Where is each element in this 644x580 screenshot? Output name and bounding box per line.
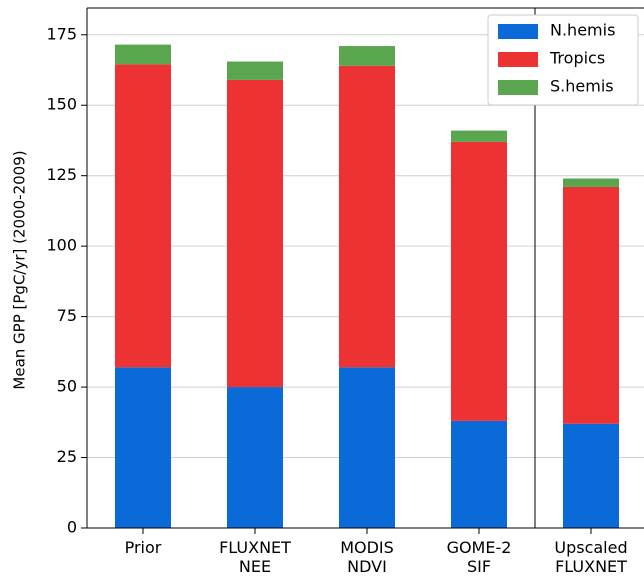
bar-segment: [339, 46, 395, 66]
bar-segment: [227, 79, 283, 388]
legend-swatch: [498, 80, 538, 95]
bar-segment: [451, 130, 507, 142]
legend-label: Tropics: [549, 49, 605, 68]
y-tick-label: 125: [46, 165, 77, 184]
y-tick-label: 25: [57, 447, 77, 466]
y-tick-label: 50: [57, 377, 77, 396]
bar-segment: [227, 61, 283, 80]
x-tick-label: Upscaled FLUXNET: [554, 538, 628, 576]
y-tick-label: 0: [67, 518, 77, 537]
y-tick-label: 150: [46, 95, 77, 114]
x-tick-label: Prior: [124, 538, 162, 557]
x-tick-label: FLUXNET NEE: [219, 538, 291, 576]
legend-label: N.hemis: [550, 21, 615, 40]
y-tick-label: 175: [46, 24, 77, 43]
bar-segment: [563, 423, 619, 528]
legend-swatch: [498, 24, 538, 39]
bar-segment: [115, 367, 171, 528]
bar-segment: [563, 186, 619, 424]
y-tick-label: 100: [46, 236, 77, 255]
legend-swatch: [498, 52, 538, 67]
bar-segment: [451, 141, 507, 421]
bar-segment: [563, 178, 619, 187]
bar-segment: [339, 65, 395, 368]
y-tick-label: 75: [57, 306, 77, 325]
bar-segment: [227, 387, 283, 528]
bar-segment: [339, 367, 395, 528]
legend-label: S.hemis: [550, 77, 614, 96]
bar-segment: [115, 64, 171, 368]
x-tick-label: GOME-2 SIF: [446, 538, 512, 576]
y-axis-label: Mean GPP [PgC/yr] (2000-2009): [11, 150, 29, 389]
bar-segment: [451, 420, 507, 528]
x-tick-label: MODIS NDVI: [340, 538, 394, 576]
bar-segment: [115, 44, 171, 65]
